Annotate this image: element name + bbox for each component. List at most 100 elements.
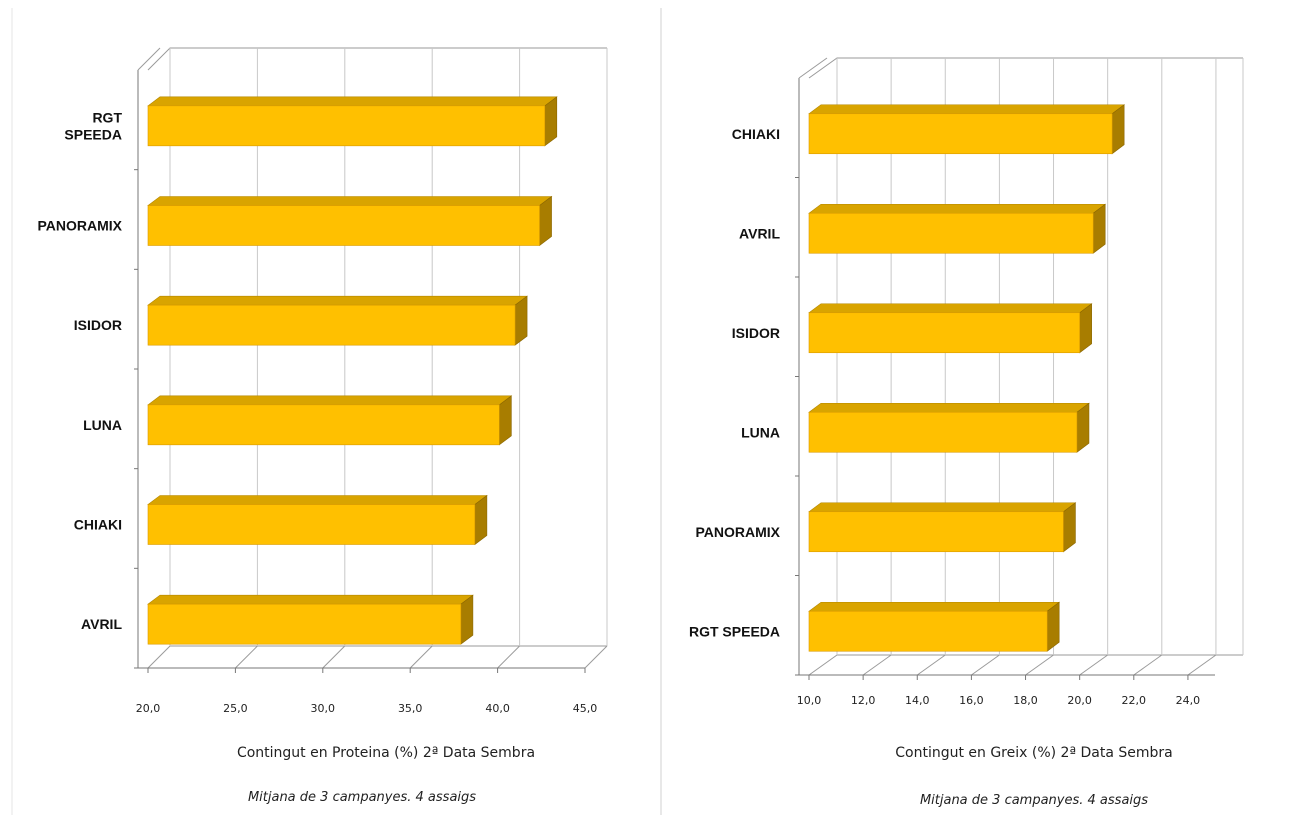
bar-front-face	[147, 304, 516, 346]
chart-caption: Mitjana de 3 campanyes. 4 assaigs	[920, 793, 1148, 808]
category-label: PANORAMIX	[37, 218, 122, 234]
category-label-line: CHIAKI	[732, 126, 780, 142]
category-label: AVRIL	[81, 616, 122, 632]
x-tick-label: 18,0	[1013, 694, 1038, 707]
floor-gridline	[1133, 654, 1163, 676]
x-tick-label: 22,0	[1122, 694, 1147, 707]
bar-front-face	[147, 404, 500, 446]
bar	[147, 195, 553, 247]
bar-front-face	[147, 205, 540, 246]
category-label: ISIDOR	[732, 325, 780, 341]
floor-gridline	[1187, 654, 1217, 676]
bar-side-face	[460, 594, 474, 645]
bar-front-face	[808, 610, 1048, 652]
floor-gridline	[497, 645, 520, 669]
category-label: LUNA	[741, 424, 780, 440]
x-tick-label: 30,0	[311, 702, 336, 715]
floor-gridline	[409, 645, 433, 669]
bar-top-face	[147, 594, 474, 605]
bar-front-face	[808, 113, 1113, 155]
bar-top-face	[808, 203, 1107, 214]
category-label-line: LUNA	[83, 417, 122, 433]
category-label-line: AVRIL	[81, 616, 122, 632]
bar-side-face	[1046, 601, 1060, 652]
bar-top-face	[147, 196, 553, 206]
chart-caption: Mitjana de 3 campanyes. 4 assaigs	[248, 790, 476, 805]
category-label-line: AVRIL	[739, 225, 780, 241]
floor-gridline	[1079, 654, 1108, 676]
floor-gridline	[147, 645, 171, 669]
x-tick-label: 40,0	[485, 702, 510, 715]
x-tick-label: 20,0	[136, 702, 161, 715]
back-wall-top	[147, 47, 607, 71]
category-label-line: LUNA	[741, 424, 780, 440]
category-label: RGT SPEEDA	[64, 109, 122, 142]
x-tick-label: 35,0	[398, 702, 423, 715]
bar-front-face	[147, 603, 462, 645]
category-label-line: PANORAMIX	[37, 218, 122, 234]
back-wall-top	[808, 57, 1243, 79]
floor-gridline	[916, 654, 946, 676]
category-label-line: CHIAKI	[74, 517, 122, 533]
bar-top-face	[147, 495, 488, 505]
bar-side-face	[1092, 203, 1106, 254]
bar	[147, 594, 474, 645]
bar-side-face	[1079, 303, 1092, 354]
category-label: AVRIL	[739, 225, 780, 241]
bar-side-face	[474, 494, 488, 546]
bar	[808, 303, 1093, 354]
bar	[147, 96, 558, 147]
bar-front-face	[808, 312, 1080, 354]
category-label-line: ISIDOR	[74, 317, 122, 333]
x-tick-label: 20,0	[1067, 694, 1092, 707]
bar-side-face	[1076, 402, 1090, 453]
category-label: ISIDOR	[74, 317, 122, 333]
bar-top-face	[147, 395, 513, 406]
category-label: CHIAKI	[732, 126, 780, 142]
frame-top-diagonal	[798, 57, 828, 79]
fat-chart: 10,0 12,0 14,0 16,0 18,0 20,0 22,0 24,0 CHIAKI AV…	[689, 57, 1244, 808]
floor-gridline	[235, 645, 258, 669]
bar-side-face	[1063, 502, 1076, 553]
bar	[808, 402, 1090, 453]
bar	[808, 203, 1107, 254]
bar	[808, 104, 1126, 155]
bar-top-face	[147, 295, 528, 306]
category-label-line: RGT SPEEDA	[689, 623, 780, 639]
bar-side-face	[544, 96, 558, 147]
bar-top-face	[808, 402, 1090, 413]
floor-gridline	[971, 654, 1000, 676]
bar-side-face	[1111, 104, 1125, 155]
x-tick-label: 45,0	[573, 702, 598, 715]
bar-front-face	[808, 411, 1078, 453]
floor-gridline	[862, 654, 892, 676]
x-tick-label: 12,0	[851, 694, 876, 707]
bar	[147, 295, 528, 346]
x-tick-label: 25,0	[223, 702, 248, 715]
floor-gridline	[584, 645, 608, 669]
bar-top-face	[808, 601, 1061, 612]
x-tick-label: 14,0	[905, 694, 930, 707]
bar-front-face	[147, 504, 476, 545]
x-tick-label: 10,0	[797, 694, 822, 707]
bar	[147, 494, 488, 546]
floor-gridline	[1025, 654, 1054, 676]
frame-top-diagonal	[137, 47, 161, 71]
x-tick-label: 16,0	[959, 694, 984, 707]
x-axis-title: Contingut en Greix (%) 2ª Data Sembra	[895, 745, 1173, 761]
bar-top-face	[147, 96, 558, 107]
x-tick-label: 24,0	[1176, 694, 1201, 707]
category-label-line: RGT	[92, 109, 122, 125]
bar-front-face	[808, 511, 1064, 553]
bar-front-face	[808, 212, 1094, 254]
bar	[147, 395, 513, 446]
category-label-line: ISIDOR	[732, 325, 780, 341]
category-label: RGT SPEEDA	[689, 623, 780, 639]
protein-chart: 20,0 25,0 30,0 35,0 40,0 45,0 RGT SPEEDA PANORAM…	[37, 47, 608, 805]
bar-top-face	[808, 502, 1077, 513]
bar-top-face	[808, 303, 1093, 314]
bar-top-face	[808, 104, 1126, 115]
bar-side-face	[539, 195, 552, 247]
category-label: PANORAMIX	[695, 524, 780, 540]
